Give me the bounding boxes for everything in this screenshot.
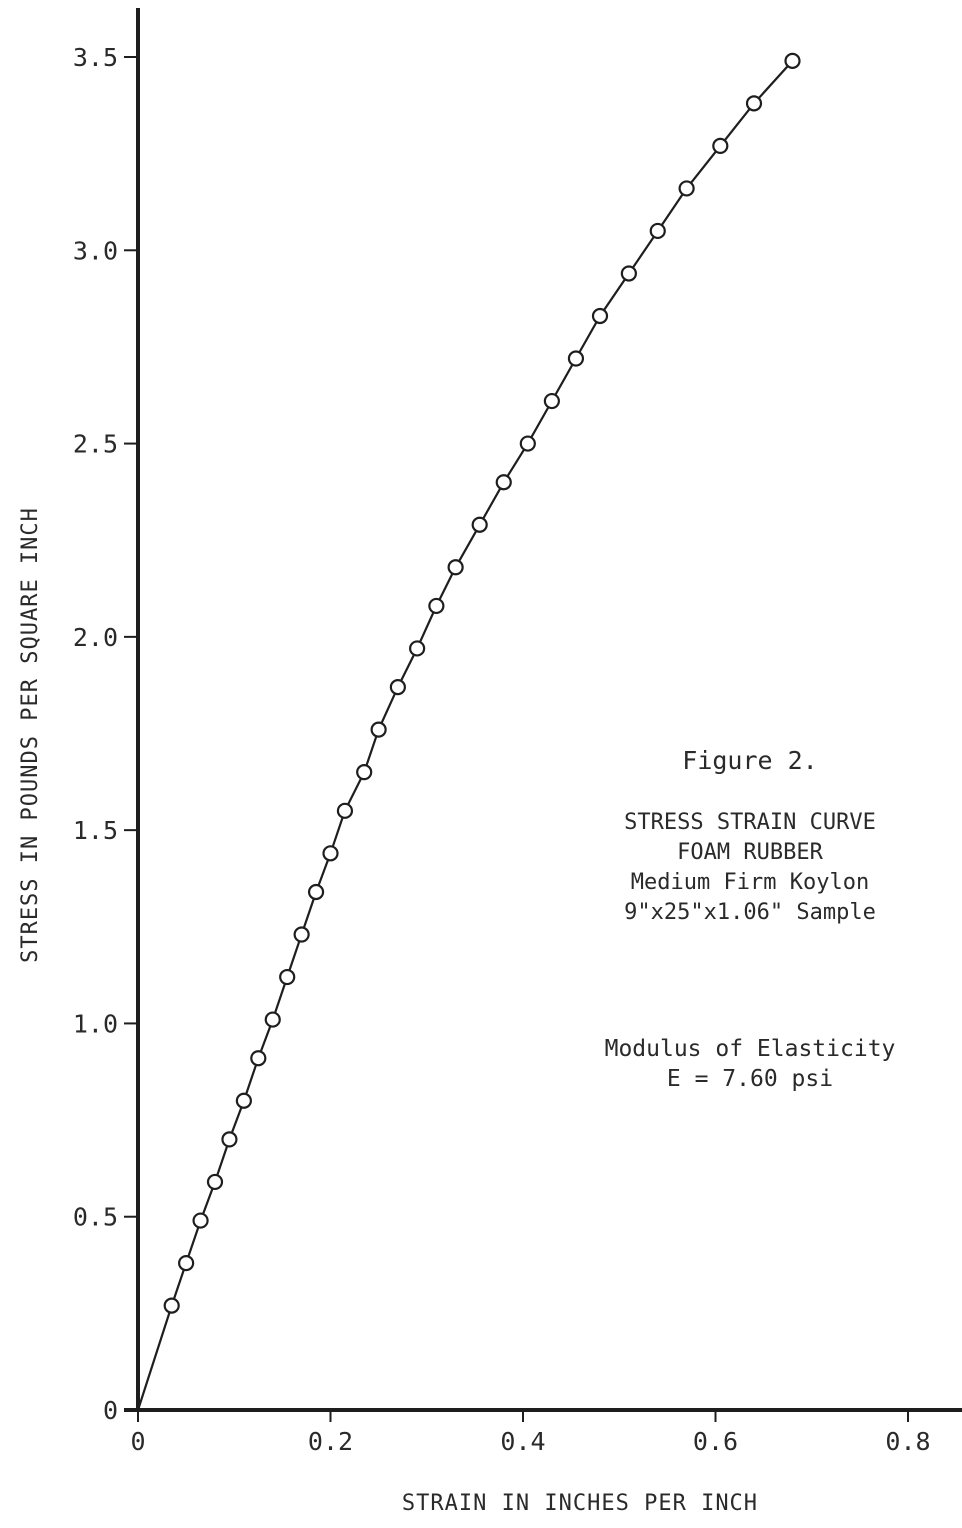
x-tick-label: 0.8 bbox=[885, 1427, 930, 1456]
y-tick-label: 0.5 bbox=[73, 1203, 118, 1232]
data-point bbox=[428, 597, 445, 615]
x-axis-label: STRAIN IN INCHES PER INCH bbox=[402, 1491, 758, 1516]
data-point bbox=[678, 180, 695, 197]
caption-line: 9"x25"x1.06" Sample bbox=[624, 900, 876, 925]
figure-caption-title: Figure 2. bbox=[682, 746, 818, 775]
x-axis-ticks: 0 0.2 0.4 0.6 0.8 bbox=[130, 1410, 931, 1456]
y-tick-label: 2.0 bbox=[73, 623, 118, 652]
series-line bbox=[136, 60, 794, 1411]
data-point bbox=[495, 474, 512, 491]
y-axis-label: STRESS IN POUNDS PER SQUARE INCH bbox=[18, 507, 43, 963]
data-point bbox=[447, 559, 464, 576]
data-point bbox=[322, 845, 339, 862]
data-point bbox=[471, 516, 488, 533]
data-point bbox=[307, 883, 325, 901]
y-tick-label: 1.5 bbox=[73, 816, 118, 845]
data-point bbox=[567, 350, 585, 367]
y-tick-label: 3.0 bbox=[73, 236, 118, 265]
y-tick-label: 1.0 bbox=[73, 1009, 118, 1038]
points-layer bbox=[163, 52, 801, 1314]
data-point bbox=[591, 307, 609, 325]
figure-caption-description: STRESS STRAIN CURVE FOAM RUBBER Medium F… bbox=[540, 808, 960, 928]
y-tick-label: 2.5 bbox=[73, 430, 118, 459]
data-point bbox=[235, 1092, 252, 1109]
caption-line: FOAM RUBBER bbox=[677, 840, 823, 865]
data-point bbox=[264, 1011, 281, 1028]
data-point bbox=[192, 1212, 209, 1229]
data-point bbox=[409, 640, 426, 657]
caption-line: STRESS STRAIN CURVE bbox=[624, 810, 876, 835]
modulus-label: Modulus of Elasticity bbox=[604, 1036, 896, 1062]
data-point bbox=[649, 222, 666, 240]
modulus-value: E = 7.60 psi bbox=[666, 1066, 834, 1092]
data-point bbox=[293, 926, 310, 943]
data-point bbox=[620, 265, 637, 282]
data-point bbox=[543, 392, 560, 410]
data-point bbox=[356, 764, 373, 781]
y-tick-label: 3.5 bbox=[73, 43, 118, 72]
y-tick-label: 0 bbox=[103, 1396, 118, 1425]
x-tick-label: 0.4 bbox=[500, 1427, 545, 1456]
data-point bbox=[745, 95, 763, 112]
y-axis-ticks: 0 0.5 1.0 1.5 2.0 2.5 3.0 3.5 bbox=[73, 43, 138, 1425]
data-point bbox=[178, 1255, 195, 1272]
x-tick-label: 0.6 bbox=[693, 1427, 738, 1456]
data-point bbox=[370, 721, 387, 738]
axes bbox=[124, 8, 962, 1412]
data-point bbox=[163, 1297, 180, 1314]
data-point bbox=[206, 1173, 224, 1191]
data-point bbox=[336, 802, 354, 819]
caption-line: Medium Firm Koylon bbox=[630, 870, 870, 895]
data-point bbox=[712, 137, 729, 155]
series-layer bbox=[136, 60, 794, 1411]
x-tick-label: 0.2 bbox=[308, 1427, 353, 1456]
x-tick-label: 0 bbox=[130, 1427, 145, 1456]
data-point bbox=[250, 1050, 267, 1067]
data-point bbox=[221, 1131, 238, 1148]
data-point bbox=[784, 52, 801, 69]
data-point bbox=[519, 435, 536, 452]
data-point bbox=[279, 968, 296, 986]
modulus-annotation: Modulus of Elasticity E = 7.60 psi bbox=[540, 1034, 960, 1094]
data-point bbox=[389, 679, 406, 696]
